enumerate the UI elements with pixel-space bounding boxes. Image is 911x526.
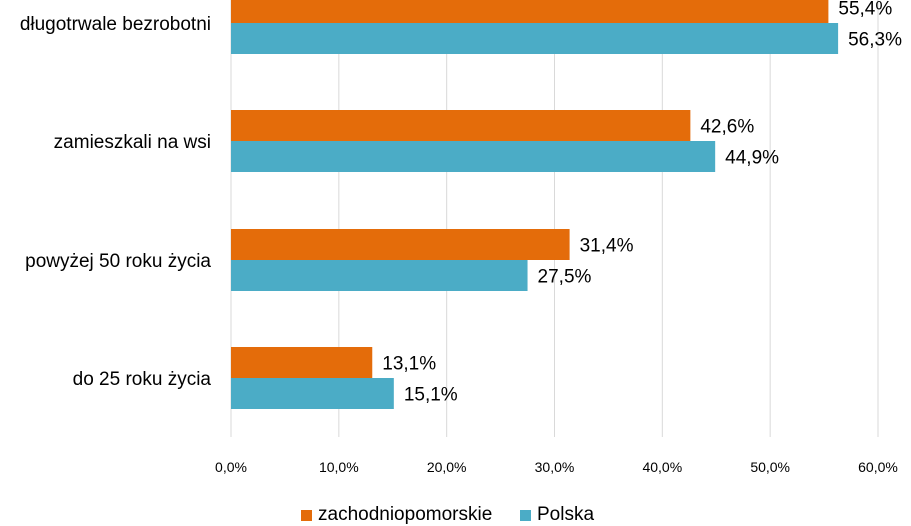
x-tick-label-5: 50,0%: [750, 459, 790, 475]
bar-0-3: [231, 347, 373, 378]
legend: zachodniopomorskie Polska: [0, 500, 911, 525]
x-tick-label-4: 40,0%: [642, 459, 682, 475]
x-axis-tick-labels: 0,0% 10,0% 20,0% 30,0% 40,0% 50,0% 60,0%: [215, 459, 898, 475]
bar-0-2: [231, 229, 570, 260]
category-label-3: do 25 roku życia: [73, 369, 212, 390]
bars: [231, 0, 839, 409]
value-label-1-2: 27,5%: [538, 267, 592, 288]
legend-swatch-zachodniopomorskie: [301, 509, 312, 521]
value-label-0-3: 13,1%: [382, 354, 436, 375]
bar-chart: długotrwale bezrobotni zamieszkali na wsi…: [20, 0, 902, 475]
x-tick-label-2: 20,0%: [427, 459, 467, 475]
legend-label-polska: Polska: [537, 504, 595, 525]
value-label-0-2: 31,4%: [580, 236, 634, 257]
legend-label-zachodniopomorskie: zachodniopomorskie: [318, 504, 493, 525]
value-label-1-1: 44,9%: [725, 148, 779, 169]
bar-1-1: [231, 141, 716, 172]
gridlines: [230, 0, 879, 437]
category-label-2: powyżej 50 roku życia: [25, 251, 211, 272]
value-label-0-0: 55,4%: [838, 0, 892, 20]
legend-item-zachodniopomorskie: zachodniopomorskie: [301, 504, 492, 526]
x-tick-label-0: 0,0%: [215, 459, 247, 475]
bar-0-0: [231, 0, 829, 23]
bar-1-2: [231, 260, 528, 291]
bar-0-1: [231, 110, 691, 141]
value-label-1-0: 56,3%: [848, 30, 902, 51]
bar-1-3: [231, 378, 394, 409]
x-tick-label-6: 60,0%: [858, 459, 898, 475]
value-label-0-1: 42,6%: [700, 117, 754, 138]
category-labels: długotrwale bezrobotni zamieszkali na wsi…: [20, 14, 212, 390]
value-label-1-3: 15,1%: [404, 385, 458, 406]
x-tick-label-3: 30,0%: [535, 459, 575, 475]
category-label-0: długotrwale bezrobotni: [20, 14, 211, 35]
bar-1-0: [231, 23, 839, 54]
category-label-1: zamieszkali na wsi: [54, 132, 211, 153]
x-tick-label-1: 10,0%: [319, 459, 359, 475]
legend-swatch-polska: [520, 509, 531, 521]
legend-item-polska: Polska: [520, 504, 594, 526]
value-labels: 55,4% 56,3% 42,6% 44,9% 31,4% 27,5% 13,1% 15,1%: [382, 0, 902, 406]
